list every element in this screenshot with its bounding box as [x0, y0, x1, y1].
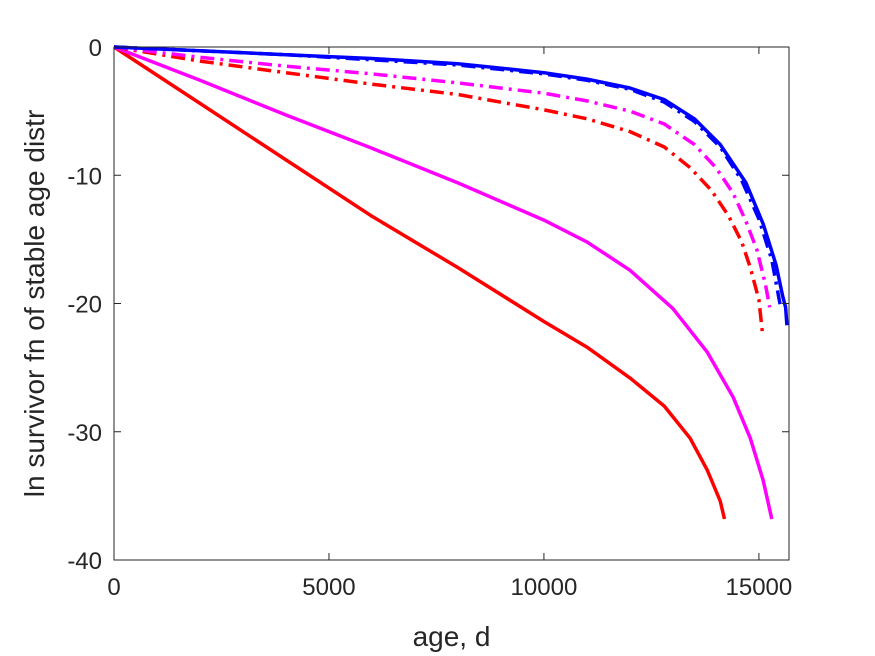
series-line-1	[113, 45, 727, 520]
y-tick-label: -10	[67, 163, 102, 190]
x-tick-label: 0	[107, 574, 120, 601]
x-tick-label: 15000	[726, 574, 793, 601]
y-tick-label: 0	[89, 35, 102, 62]
series-line-4	[113, 45, 772, 308]
y-tick-label: -40	[67, 548, 102, 575]
y-axis-label: ln survivor fn of stable age distr	[19, 110, 50, 498]
plot-lines	[113, 45, 789, 520]
series-line-6	[113, 45, 789, 326]
x-tick-label: 5000	[302, 574, 355, 601]
series-line-3	[113, 45, 765, 332]
y-tick-label: -20	[67, 292, 102, 319]
x-axis-label: age, d	[413, 621, 491, 652]
y-tick-label: -30	[67, 420, 102, 447]
plot-frame	[113, 46, 790, 561]
series-line-2	[113, 45, 774, 520]
x-tick-label: 10000	[511, 574, 578, 601]
ticks: 0 5000 10000 15000 0 -10 -20 -30 -40	[67, 35, 792, 601]
